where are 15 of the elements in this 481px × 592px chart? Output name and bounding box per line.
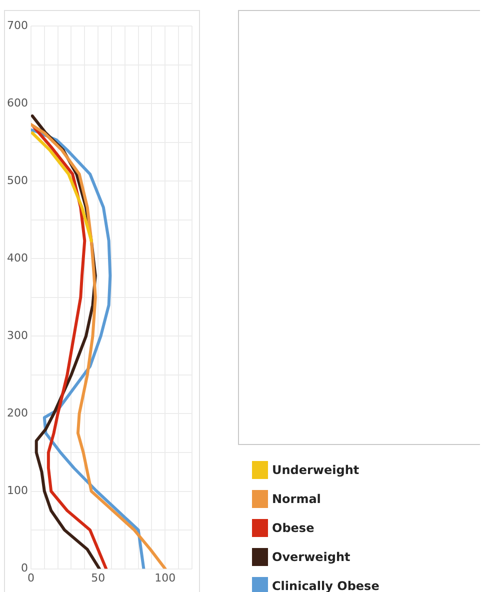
legend-label: Overweight: [272, 550, 350, 564]
y-tick-label: 600: [6, 96, 28, 110]
legend-label: Normal: [272, 492, 321, 506]
y-tick-label: 700: [6, 18, 28, 32]
x-tick-label: 50: [91, 571, 106, 584]
legend-label: Underweight: [272, 462, 360, 476]
y-tick-label: 300: [6, 329, 28, 342]
y-tick-label: 0: [20, 562, 28, 575]
x-tick-label: 100: [154, 571, 176, 584]
legend-label: Clinically Obese: [272, 578, 380, 592]
y-tick-label: 100: [6, 484, 28, 498]
y-tick-label: 400: [6, 251, 28, 264]
y-tick-label: 500: [6, 174, 28, 187]
y-tick-label: 200: [6, 406, 28, 420]
legend-label: Obese: [272, 520, 314, 534]
